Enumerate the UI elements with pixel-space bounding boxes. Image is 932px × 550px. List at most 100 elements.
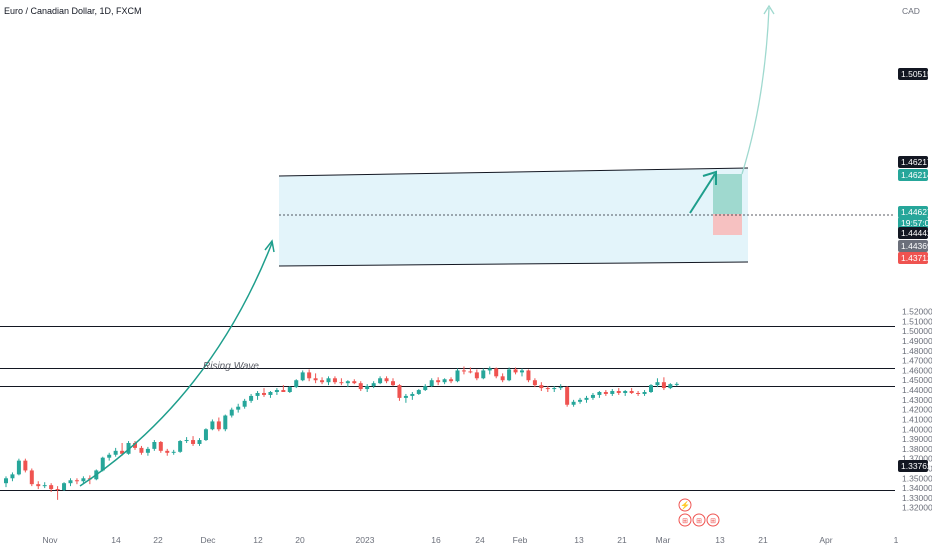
- candle-body: [126, 442, 131, 454]
- candle: [481, 368, 486, 380]
- price-axis[interactable]: 1.520001.510001.500001.490001.480001.470…: [902, 307, 932, 513]
- price-tags: 1.505151.462171.462141.4462719:57:041.44…: [898, 68, 932, 472]
- price-tag-background: [898, 460, 928, 472]
- candle: [287, 386, 292, 393]
- time-tick-label: 21: [758, 535, 768, 545]
- candle: [191, 436, 196, 446]
- level-price-tag[interactable]: 1.50515: [898, 68, 932, 80]
- candle: [442, 378, 447, 385]
- candle-body: [449, 379, 454, 382]
- candle: [520, 368, 524, 377]
- dividend-event-icon[interactable]: [678, 498, 692, 512]
- candle-body: [55, 489, 60, 491]
- candle-body: [171, 451, 176, 453]
- candle: [571, 399, 576, 407]
- candle-body: [191, 440, 196, 444]
- last-price-tag[interactable]: 1.44627: [898, 206, 932, 218]
- price-tag-background: [898, 206, 928, 218]
- candle: [145, 446, 150, 456]
- candle-body: [416, 390, 421, 394]
- candle: [507, 367, 512, 382]
- economic-event-icon[interactable]: [692, 513, 706, 527]
- candle: [203, 428, 208, 442]
- long-term-target-curve[interactable]: [741, 7, 770, 175]
- time-tick-label: Apr: [819, 535, 832, 545]
- candle: [590, 392, 595, 400]
- time-tick-label: 16: [431, 535, 441, 545]
- price-tick-label: 1.39000: [902, 434, 932, 444]
- rising-wave-arrow[interactable]: [79, 242, 273, 487]
- candle-body: [36, 484, 41, 487]
- ask-price-tag[interactable]: 1.44369: [898, 240, 932, 252]
- price-tick-label: 1.35000: [902, 473, 932, 483]
- candle: [358, 381, 363, 392]
- candle-body: [49, 485, 54, 490]
- channel-upper-line[interactable]: [278, 167, 749, 177]
- candle-body: [339, 382, 344, 384]
- candle: [332, 376, 337, 385]
- long-position-target-zone[interactable]: [713, 174, 742, 214]
- candle-body: [552, 388, 557, 390]
- candle-body: [313, 378, 318, 381]
- candle-body: [584, 397, 589, 400]
- economic-event-icon[interactable]: [706, 513, 720, 527]
- price-tag-background: [898, 240, 928, 252]
- candle: [397, 384, 402, 401]
- candle-body: [133, 442, 137, 448]
- candle: [120, 442, 125, 456]
- candle-body: [461, 370, 466, 372]
- candle-body: [210, 421, 215, 430]
- candle-body: [197, 440, 202, 444]
- long-position-stop-zone[interactable]: [713, 214, 742, 235]
- candle-body: [16, 460, 21, 475]
- candle-body: [320, 380, 325, 383]
- candle: [36, 481, 41, 490]
- candle-body: [42, 485, 47, 487]
- candle-body: [268, 392, 273, 395]
- candle-body: [429, 380, 434, 387]
- candle-body: [384, 378, 389, 382]
- candle-body: [281, 390, 286, 393]
- channel-top-price-tag[interactable]: 1.46217: [898, 156, 932, 168]
- time-tick-label: 20: [295, 535, 305, 545]
- candle: [268, 391, 273, 398]
- long-term-target-arrowhead: [763, 4, 775, 15]
- price-tick-label: 1.48000: [902, 346, 932, 356]
- bar-countdown-tag[interactable]: 19:57:04: [898, 217, 932, 229]
- event-icons[interactable]: ⚡ ⊞ ⊞ ⊞: [678, 498, 720, 527]
- candle-body: [423, 386, 428, 391]
- range-channel-fill: [279, 168, 748, 266]
- level-price-tag[interactable]: 1.44442: [898, 227, 932, 239]
- economic-event-icon[interactable]: [678, 513, 692, 527]
- candle: [178, 440, 183, 453]
- candle: [210, 419, 215, 431]
- candle: [487, 366, 492, 375]
- time-axis[interactable]: Nov 14 22 Dec 12 20 2023 16 24 Feb 13 21 Mar 13 21 Apr 1: [42, 535, 898, 545]
- price-tag-text: 1.33762: [901, 461, 932, 471]
- channel-lower-line[interactable]: [278, 261, 749, 267]
- candle: [539, 382, 544, 392]
- projection-arrow[interactable]: [689, 173, 716, 214]
- candle: [365, 384, 370, 393]
- price-tick-label: 1.45000: [902, 375, 932, 385]
- candle-body: [326, 378, 331, 383]
- flag-icon: ⊞: [710, 518, 716, 525]
- candle-body: [442, 379, 447, 383]
- horizontal-levels: [0, 326, 895, 491]
- candle: [436, 377, 441, 386]
- candle: [649, 384, 653, 393]
- level-price-tag[interactable]: 1.33762: [898, 460, 932, 472]
- candle: [4, 476, 8, 488]
- candle: [133, 441, 137, 450]
- candle-body: [571, 401, 576, 405]
- stop-price-tag[interactable]: 1.43712: [898, 252, 932, 264]
- candle-body: [590, 394, 595, 398]
- time-tick-label: Nov: [42, 535, 58, 545]
- candle-body: [274, 390, 279, 393]
- candle: [294, 379, 299, 389]
- candle-body: [68, 480, 73, 484]
- candle-body: [307, 372, 312, 379]
- candle: [236, 403, 241, 413]
- target-price-tag[interactable]: 1.46214: [898, 169, 932, 181]
